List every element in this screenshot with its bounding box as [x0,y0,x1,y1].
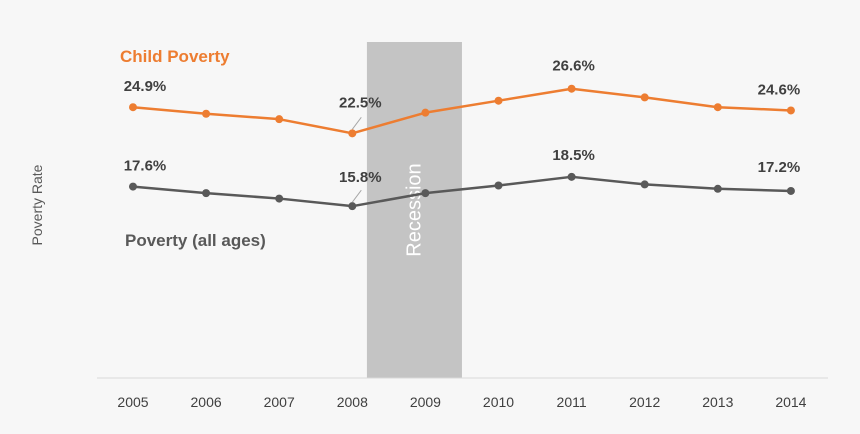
x-tick-label: 2012 [629,394,660,410]
data-point [494,181,503,190]
x-tick-label: 2010 [483,394,514,410]
data-label: 26.6% [552,58,595,75]
x-tick-label: 2014 [775,394,806,410]
x-tick-label: 2009 [410,394,441,410]
data-label: 24.9% [124,78,167,95]
data-label: 22.5% [339,94,382,111]
label-leader-line [351,189,362,203]
x-tick-label: 2011 [557,394,587,410]
data-point [348,202,357,211]
data-point [202,109,211,118]
x-tick-label: 2007 [264,394,295,410]
data-point [421,108,430,117]
x-tick-label: 2013 [702,394,733,410]
data-point [567,84,576,93]
x-tick-label: 2006 [191,394,222,410]
data-point [786,186,795,195]
data-point [713,103,722,112]
data-point [202,189,211,198]
data-point [421,189,430,198]
data-label: 17.2% [758,159,801,176]
series-name-label: Child Poverty [120,47,230,66]
data-point [640,180,649,189]
x-tick-label: 2008 [337,394,368,410]
data-label: 17.6% [124,158,167,175]
label-leader-line [351,117,362,130]
data-point [275,194,284,203]
data-point [348,129,357,138]
series-line [132,87,791,135]
series-line [132,175,791,208]
x-tick-label: 2005 [117,394,148,410]
data-point [275,115,284,124]
series-name-label: Poverty (all ages) [125,231,266,250]
y-axis-label: Poverty Rate [29,164,45,245]
recession-band [366,42,462,378]
data-point [129,103,137,112]
recession-label: Recession [403,163,425,256]
data-label: 24.6% [758,81,801,98]
data-label: 18.5% [552,147,595,164]
data-point [567,172,576,181]
data-point [713,184,722,193]
data-point [640,93,649,102]
data-point [786,106,795,115]
data-point [494,96,503,105]
data-point [129,182,137,191]
data-label: 15.8% [339,169,382,186]
